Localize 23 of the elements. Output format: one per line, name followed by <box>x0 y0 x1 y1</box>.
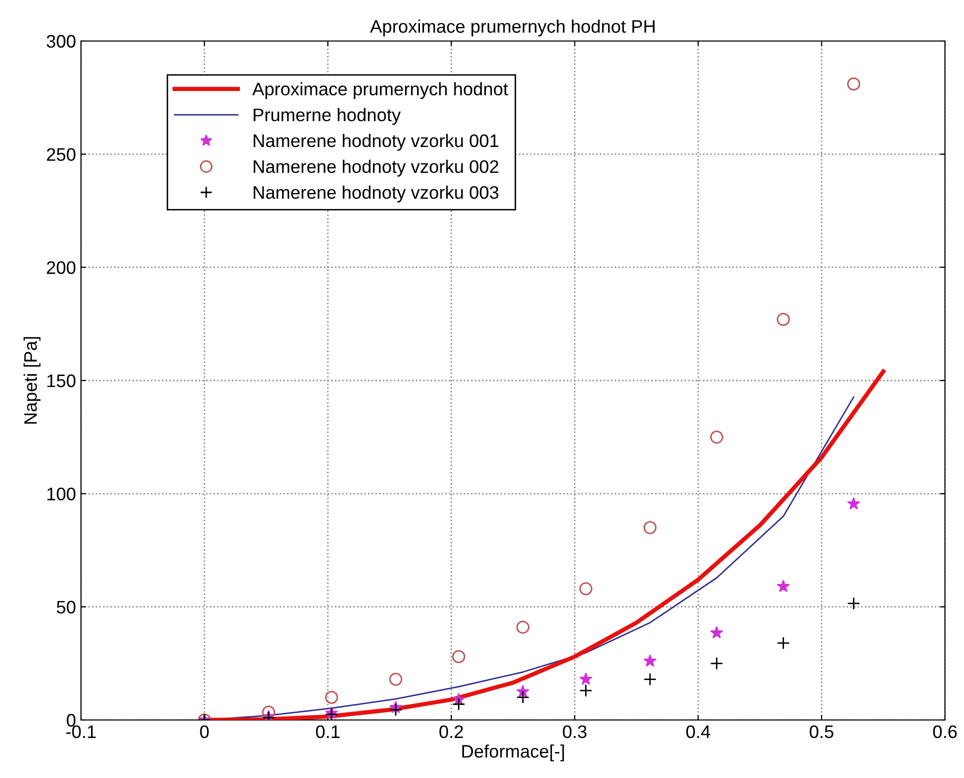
y-tick-label: 0 <box>66 714 76 727</box>
y-tick-label: 250 <box>46 148 76 161</box>
y-tick-label: 100 <box>47 488 76 500</box>
x-tick-label: -0.1 <box>66 725 96 738</box>
x-tick-label: 0.3 <box>562 725 586 738</box>
legend-label: Namerene hodnoty vzorku 002 <box>254 160 498 177</box>
y-axis-title: Napeti [Pa] <box>24 337 40 424</box>
y-tick-label: 300 <box>46 34 76 48</box>
x-tick-label: 0.1 <box>316 725 340 738</box>
legend-label: Aproximace prumernych hodnot <box>252 82 508 100</box>
legend-label: Namerene hodnoty vzorku 001 <box>254 134 498 151</box>
x-tick-label: 0.2 <box>439 725 463 738</box>
y-tick-label: 50 <box>56 600 76 614</box>
legend-label: Namerene hodnoty vzorku 003 <box>254 186 498 202</box>
chart-title: Aproximace prumernych hodnot PH <box>370 20 655 36</box>
legend-label: Prumerne hodnoty <box>254 108 401 125</box>
x-tick-label: 0 <box>200 725 209 738</box>
y-tick-label: 150 <box>47 374 76 388</box>
x-axis-title: Deformace[-] <box>462 744 564 762</box>
x-tick-label: 0.6 <box>933 725 957 738</box>
x-tick-label: 0.5 <box>810 725 834 738</box>
x-tick-label: 0.4 <box>686 725 710 738</box>
y-tick-label: 200 <box>46 261 76 274</box>
